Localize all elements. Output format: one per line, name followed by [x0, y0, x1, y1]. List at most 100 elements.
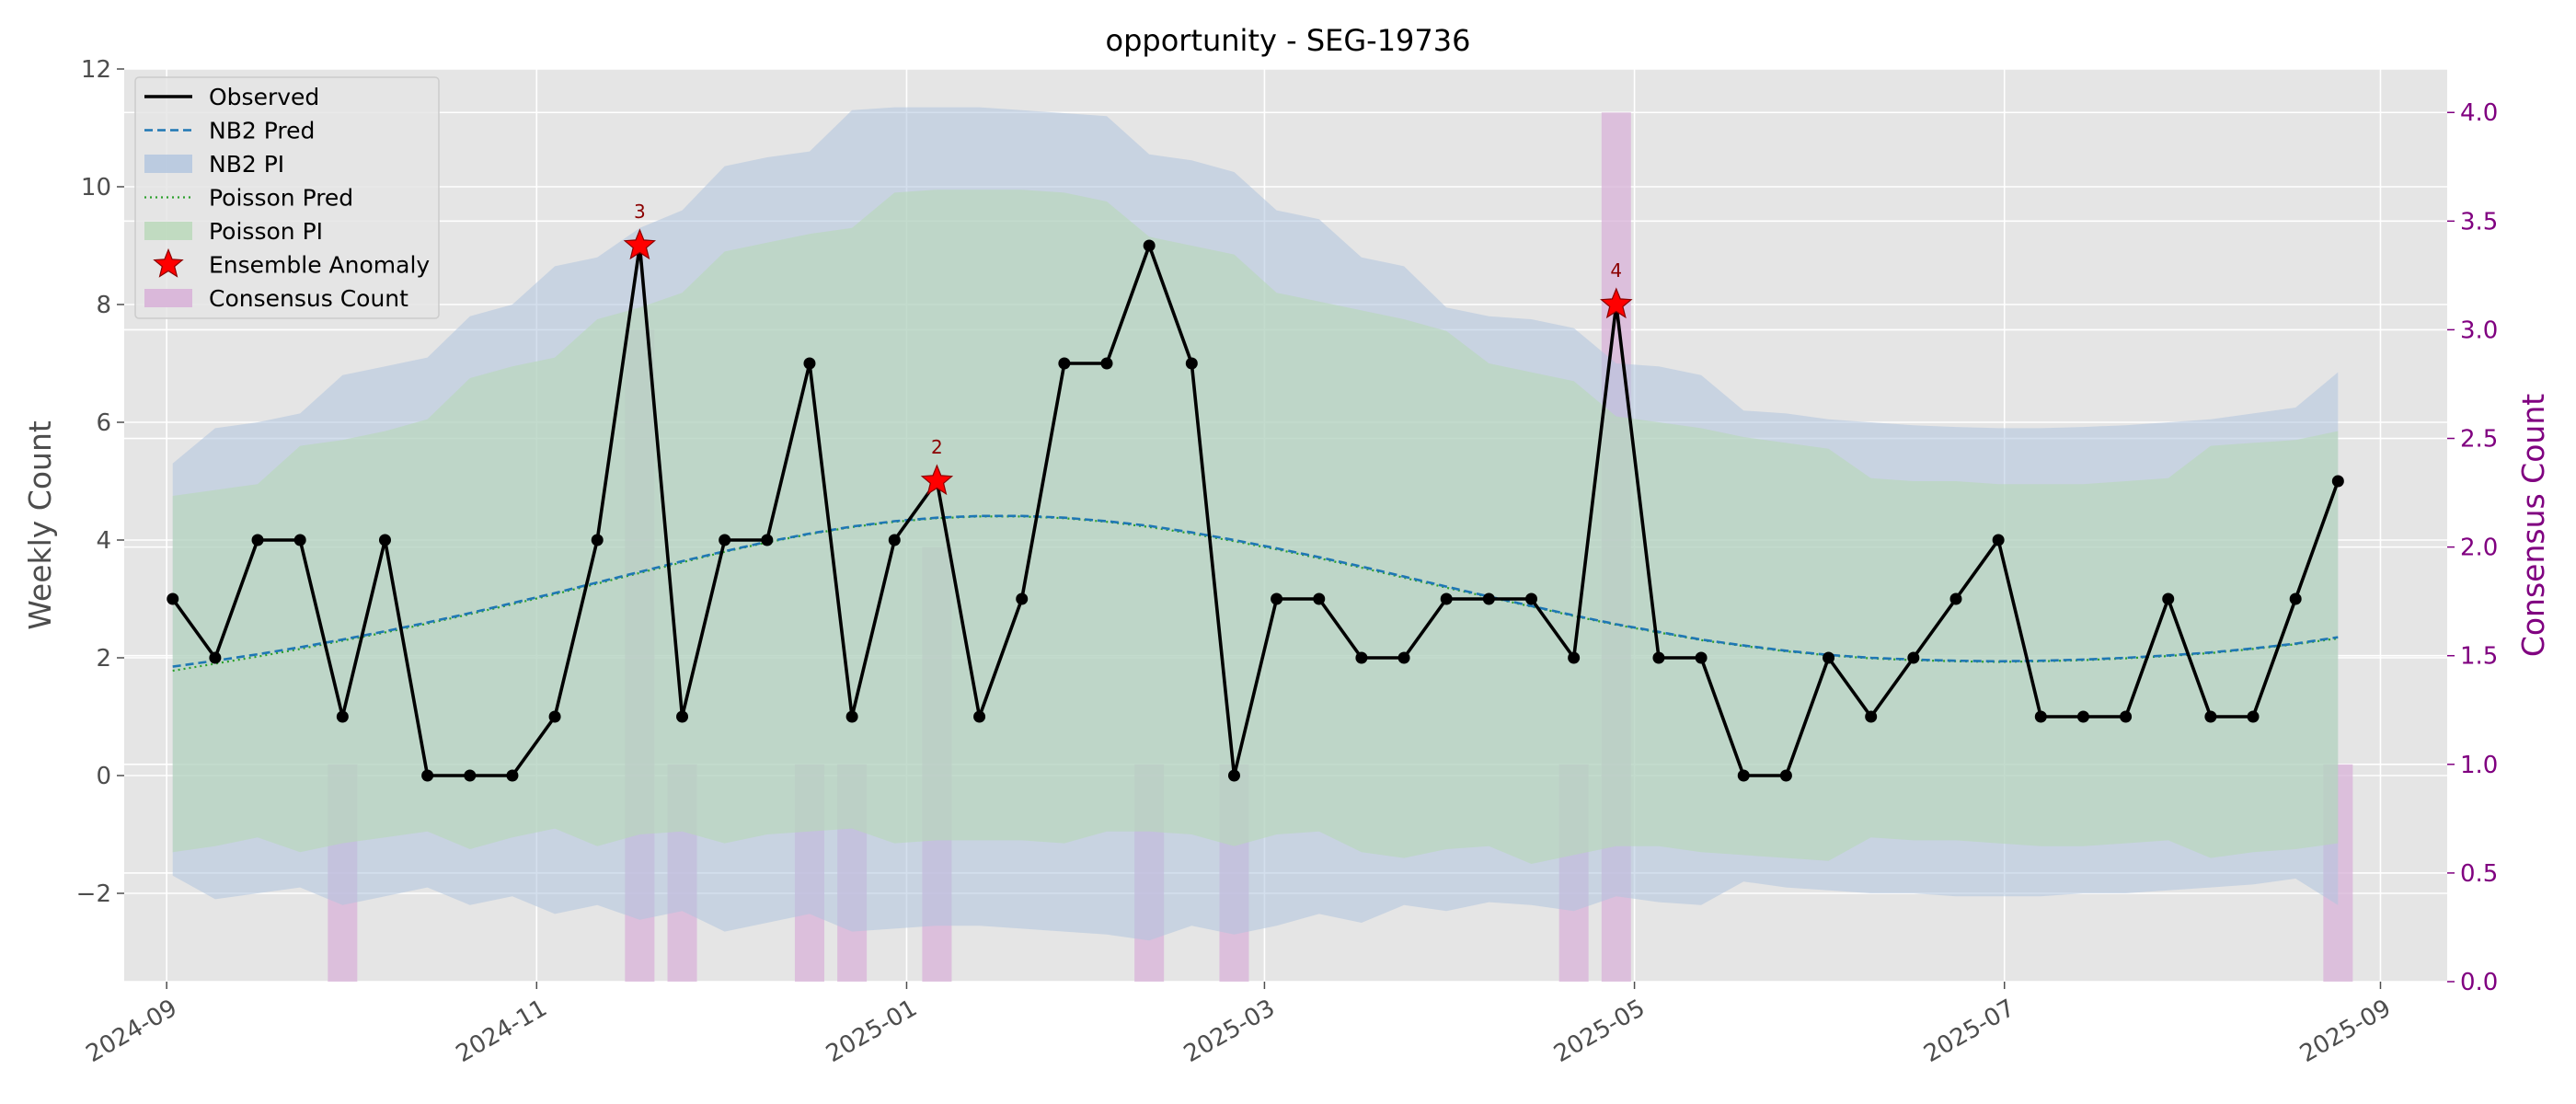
y2-tick-label: 2.0 — [2460, 535, 2498, 562]
observed-point — [1397, 651, 1410, 664]
observed-point — [251, 534, 264, 546]
observed-point — [803, 357, 816, 370]
legend-label: Observed — [209, 84, 319, 110]
observed-point — [2204, 710, 2217, 723]
legend-box — [134, 76, 440, 319]
observed-point — [2247, 710, 2260, 723]
observed-point — [1737, 769, 1750, 782]
y-tick-label: 12 — [81, 56, 111, 84]
observed-point — [1058, 357, 1071, 370]
y-axis-ticks: −2 0 2 4 6 8 10 12 — [76, 56, 124, 908]
y-tick-label: 2 — [96, 645, 111, 673]
observed-point — [209, 651, 222, 664]
anomaly-label: 2 — [931, 436, 943, 458]
legend-swatch-consensus — [144, 289, 192, 307]
observed-point — [1779, 769, 1792, 782]
x-tick-label: 2025-09 — [2295, 995, 2396, 1068]
observed-point — [2076, 710, 2089, 723]
observed-point — [1652, 651, 1665, 664]
observed-point — [676, 710, 689, 723]
y2-tick-label: 1.5 — [2460, 643, 2498, 671]
observed-point — [1271, 592, 1283, 605]
observed-point — [1482, 592, 1495, 605]
observed-point — [464, 769, 477, 782]
observed-point — [1313, 592, 1326, 605]
observed-point — [1227, 769, 1240, 782]
y-tick-label: 4 — [96, 527, 111, 555]
y-tick-label: 0 — [96, 763, 111, 790]
observed-point — [506, 769, 519, 782]
observed-point — [1695, 651, 1708, 664]
observed-point — [548, 710, 561, 723]
x-tick-label: 2025-01 — [822, 995, 922, 1068]
x-tick-label: 2024-11 — [452, 995, 552, 1068]
observed-point — [719, 534, 731, 546]
observed-point — [336, 710, 349, 723]
observed-point — [1355, 651, 1368, 664]
y-tick-label: 8 — [96, 292, 111, 319]
observed-point — [293, 534, 306, 546]
poisson-pi-band — [172, 190, 2339, 864]
observed-point — [2162, 592, 2175, 605]
x-tick-label: 2025-05 — [1549, 995, 1650, 1068]
legend-label: NB2 Pred — [209, 118, 315, 144]
observed-point — [2331, 475, 2344, 488]
observed-point — [1143, 239, 1156, 252]
legend-label: Consensus Count — [209, 285, 408, 312]
y-axis-label: Weekly Count — [22, 420, 58, 630]
observed-point — [761, 534, 774, 546]
observed-point — [378, 534, 391, 546]
observed-point — [1185, 357, 1198, 370]
observed-point — [1016, 592, 1029, 605]
chart-title: opportunity - SEG-19736 — [1106, 23, 1471, 58]
legend-swatch-anomaly — [153, 247, 184, 278]
y2-tick-label: 4.0 — [2460, 99, 2498, 127]
observed-point — [591, 534, 604, 546]
x-tick-label: 2025-03 — [1179, 995, 1280, 1068]
nb2-pred-line — [172, 514, 2339, 668]
legend-label: Ensemble Anomaly — [209, 252, 430, 279]
legend-swatch-poisson-pi — [144, 222, 192, 240]
legend-label: NB2 PI — [209, 151, 284, 178]
prediction-lines — [172, 514, 2339, 673]
y-tick-label: 10 — [81, 174, 111, 201]
observed-point — [421, 769, 434, 782]
anomaly-star — [920, 464, 954, 496]
observed-point — [1568, 651, 1581, 664]
y2-tick-label: 1.0 — [2460, 752, 2498, 779]
x-tick-label: 2024-09 — [82, 995, 182, 1068]
y2-tick-label: 3.5 — [2460, 208, 2498, 236]
observed-point — [845, 710, 858, 723]
anomaly-star — [1600, 287, 1633, 319]
x-tick-label: 2025-07 — [1919, 995, 2019, 1068]
observed-point — [1949, 592, 1962, 605]
observed-point — [2289, 592, 2302, 605]
anomaly-star — [623, 228, 657, 260]
legend-label: Poisson PI — [209, 218, 323, 245]
prediction-interval-bands — [172, 107, 2339, 941]
y2-tick-label: 0.5 — [2460, 860, 2498, 888]
observed-point — [1907, 651, 1920, 664]
observed-point — [1525, 592, 1538, 605]
observed-point — [973, 710, 986, 723]
y2-tick-label: 3.0 — [2460, 316, 2498, 344]
legend-label: Poisson Pred — [209, 185, 353, 212]
y2-tick-label: 0.0 — [2460, 969, 2498, 996]
y2-tick-label: 2.5 — [2460, 426, 2498, 454]
observed-point — [888, 534, 901, 546]
anomaly-label: 4 — [1610, 259, 1622, 282]
y-tick-label: −2 — [76, 880, 111, 908]
observed-point — [167, 592, 179, 605]
observed-point — [1865, 710, 1878, 723]
observed-point — [2120, 710, 2133, 723]
legend: Observed NB2 Pred NB2 PI Poisson Pred Poisso… — [134, 76, 440, 319]
observed-point — [1992, 534, 2005, 546]
y2-axis-ticks: 0.0 0.5 1.0 1.5 2.0 2.5 3.0 3.5 4.0 — [2447, 99, 2498, 996]
observed-line — [171, 244, 2340, 777]
observed-point — [1440, 592, 1453, 605]
observed-point — [2034, 710, 2047, 723]
legend-swatch-nb2-pi — [144, 155, 192, 173]
observed-point — [1100, 357, 1113, 370]
anomaly-markers: 3 2 4 — [623, 201, 1633, 496]
